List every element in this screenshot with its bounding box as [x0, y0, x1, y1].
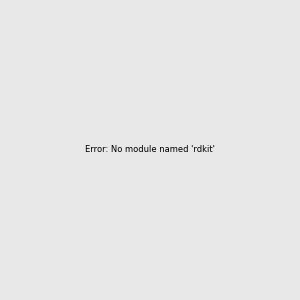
Text: Error: No module named 'rdkit': Error: No module named 'rdkit': [85, 146, 215, 154]
